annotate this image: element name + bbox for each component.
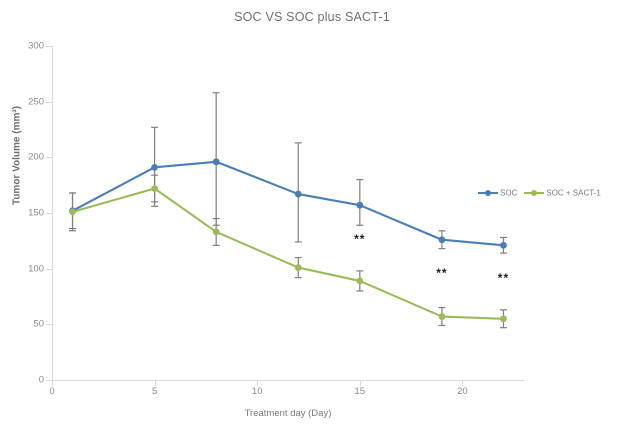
- y-tick-mark: [46, 324, 52, 326]
- series-line-1: [71, 160, 505, 247]
- y-tick-mark: [46, 213, 52, 214]
- y-tick-label: 50: [33, 318, 44, 330]
- y-tick-label: 250: [28, 96, 44, 108]
- legend-entry-2[interactable]: SOC + SACT-1: [524, 188, 601, 198]
- legend-swatch-icon: [524, 189, 545, 197]
- y-tick-mark: [46, 157, 52, 159]
- x-tick-label: 0: [49, 386, 55, 397]
- y-tick-label: 100: [28, 263, 44, 275]
- x-tick-label: 10: [251, 386, 263, 397]
- chart-title: SOC VS SOC plus SACT-1: [234, 10, 390, 24]
- x-tick-mark: [462, 381, 464, 386]
- series-plot: [69, 92, 507, 329]
- data-point: [438, 236, 446, 244]
- significance-marker: **: [354, 232, 366, 247]
- y-tick-label: 300: [28, 40, 44, 52]
- x-tick-mark: [257, 381, 259, 386]
- data-point: [294, 264, 302, 271]
- data-point: [151, 185, 159, 192]
- y-axis-line: [52, 46, 53, 381]
- legend-entry-1[interactable]: SOC: [478, 188, 517, 197]
- data-point: [356, 277, 364, 285]
- data-point: [212, 228, 220, 236]
- x-tick-mark: [52, 381, 53, 386]
- y-tick-label: 200: [28, 151, 44, 163]
- x-tick-mark: [359, 381, 361, 386]
- y-tick-label: 0: [38, 374, 44, 386]
- x-tick-label: 5: [151, 386, 158, 397]
- data-point: [294, 190, 302, 198]
- y-tick-label: 150: [28, 207, 44, 219]
- data-point: [69, 208, 76, 216]
- y-tick-mark: [46, 101, 52, 103]
- significance-marker: **: [436, 265, 448, 280]
- legend-label: SOC + SACT-1: [546, 188, 601, 198]
- x-tick-mark: [154, 381, 156, 386]
- error-bars-2: [69, 174, 507, 329]
- data-point: [438, 313, 446, 320]
- x-axis-title: Treatment day (Day): [244, 408, 332, 419]
- significance-marker: **: [497, 271, 510, 286]
- x-tick-label: 20: [457, 386, 468, 397]
- y-tick-mark: [46, 46, 52, 47]
- y-axis-title: Tumor Volume (mm³): [11, 105, 23, 206]
- data-point: [212, 158, 220, 166]
- x-axis-line: [52, 380, 524, 381]
- error-bars-1: [69, 92, 507, 254]
- legend-label: SOC: [500, 188, 518, 198]
- y-tick-mark: [46, 380, 52, 381]
- x-tick-label: 15: [354, 386, 366, 397]
- data-point: [151, 163, 159, 171]
- legend-swatch-icon: [478, 189, 498, 197]
- data-point: [500, 241, 507, 249]
- data-point: [356, 201, 364, 209]
- series-line-2: [71, 187, 505, 320]
- data-point: [500, 315, 507, 323]
- chart-legend: SOC SOC + SACT-1: [478, 188, 608, 197]
- plot-area: ** ** **: [52, 46, 524, 380]
- y-tick-mark: [46, 268, 52, 270]
